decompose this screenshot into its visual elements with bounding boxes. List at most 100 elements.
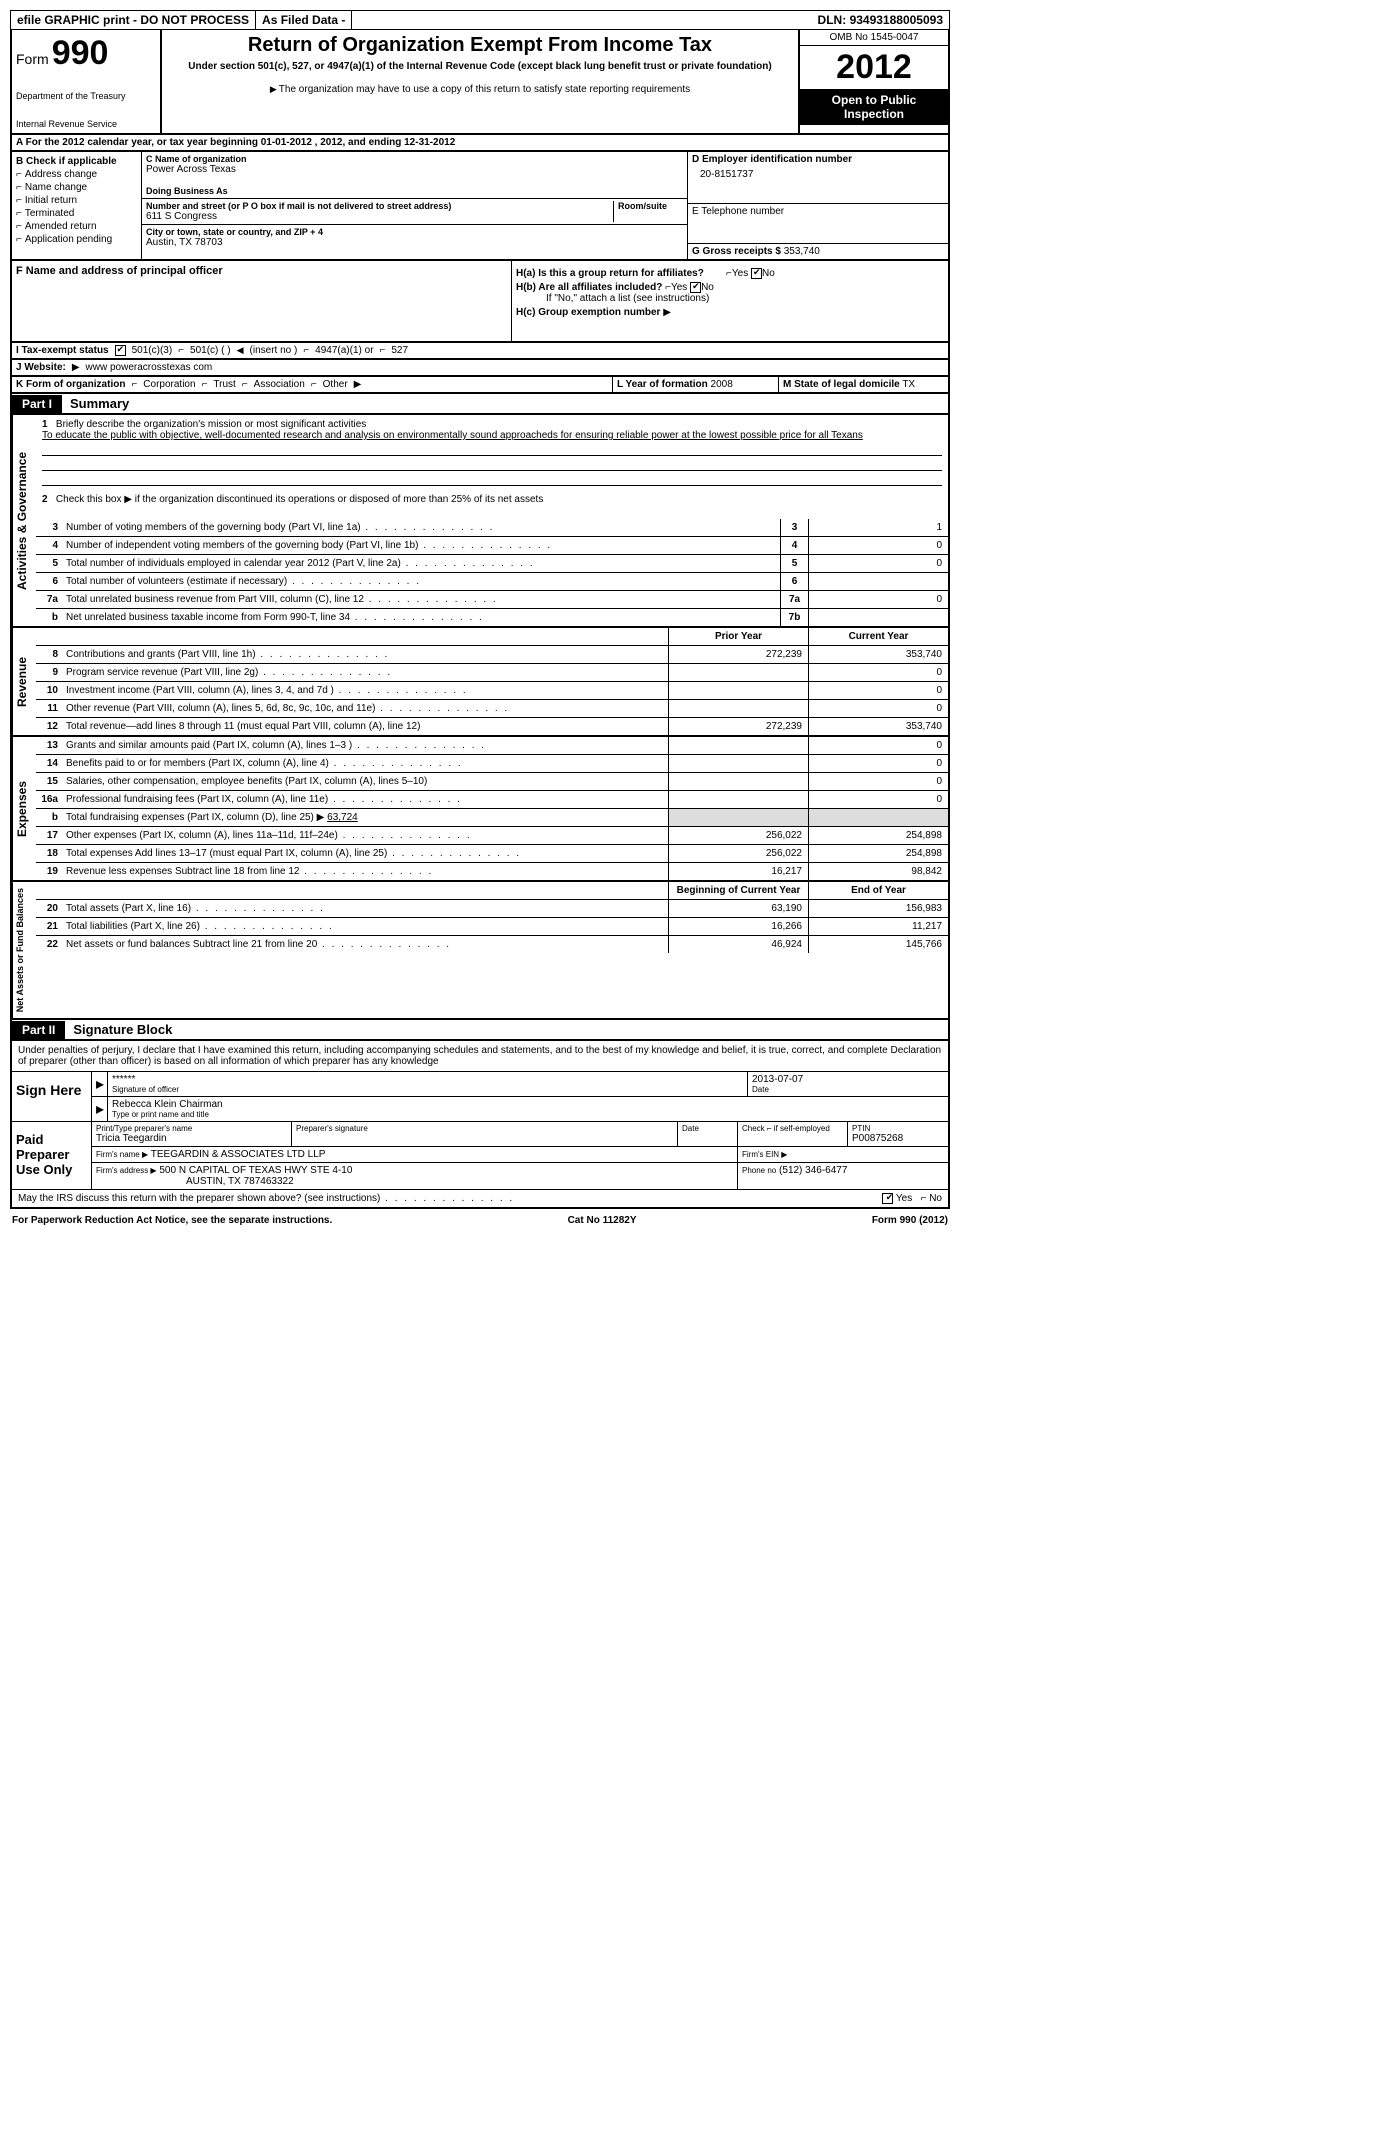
firm-addr-label: Firm's address ▶ <box>96 1166 157 1175</box>
l15-prior <box>668 773 808 790</box>
officer-signature: ****** <box>112 1074 743 1085</box>
firm-ein-label: Firm's EIN ▶ <box>742 1150 787 1159</box>
l21-begin: 16,266 <box>668 918 808 935</box>
sign-here-label: Sign Here <box>12 1072 92 1121</box>
opt-insert: (insert no ) <box>250 345 298 356</box>
line-num: 1 <box>42 419 48 430</box>
form-header: Form 990 Department of the Treasury Inte… <box>10 30 950 135</box>
officer-name: Rebecca Klein Chairman <box>112 1099 944 1110</box>
l18-text: Total expenses Add lines 13–17 (must equ… <box>62 845 668 862</box>
l14-prior <box>668 755 808 772</box>
l8-text: Contributions and grants (Part VIII, lin… <box>62 646 668 663</box>
l6-value <box>808 573 948 590</box>
l22-text: Net assets or fund balances Subtract lin… <box>62 936 668 953</box>
line-num: 6 <box>36 573 62 590</box>
l3-value: 1 <box>808 519 948 536</box>
l8-curr: 353,740 <box>808 646 948 663</box>
prep-name: Tricia Teegardin <box>96 1133 287 1144</box>
col-begin: Beginning of Current Year <box>668 882 808 899</box>
l19-text: Revenue less expenses Subtract line 18 f… <box>62 863 668 880</box>
l6-text: Total number of volunteers (estimate if … <box>62 573 780 590</box>
l14-curr: 0 <box>808 755 948 772</box>
line-num: b <box>36 609 62 626</box>
blank <box>36 882 62 899</box>
col-end: End of Year <box>808 882 948 899</box>
l12-prior: 272,239 <box>668 718 808 735</box>
sig-date-label: Date <box>752 1085 944 1094</box>
dept-irs: Internal Revenue Service <box>16 119 156 129</box>
l22-end: 145,766 <box>808 936 948 953</box>
efile-notice: efile GRAPHIC print - DO NOT PROCESS <box>11 11 256 29</box>
h-c: H(c) Group exemption number ▶ <box>516 307 944 318</box>
chk-terminated[interactable]: ⌐Terminated <box>16 208 137 219</box>
l21-text: Total liabilities (Part X, line 26) <box>62 918 668 935</box>
street: 611 S Congress <box>146 211 613 222</box>
chk-pending[interactable]: ⌐Application pending <box>16 234 137 245</box>
l10-text: Investment income (Part VIII, column (A)… <box>62 682 668 699</box>
blank <box>36 628 62 645</box>
l7b-value <box>808 609 948 626</box>
gross-label: G Gross receipts $ <box>692 246 781 257</box>
l1-label: Briefly describe the organization's miss… <box>56 419 366 430</box>
dln-value: 93493188005093 <box>850 13 943 27</box>
page-footer: For Paperwork Reduction Act Notice, see … <box>10 1209 950 1232</box>
chk-address-change[interactable]: ⌐Address change <box>16 169 137 180</box>
part-i-tag: Part I <box>12 395 62 413</box>
org-name-label: C Name of organization <box>146 154 683 164</box>
rowj-label: J Website: <box>16 362 66 373</box>
chk-501c3[interactable] <box>115 345 126 356</box>
org-name: Power Across Texas <box>146 164 683 175</box>
row-j: J Website: ▶ www poweracrosstexas com <box>10 360 950 377</box>
line-num: 2 <box>42 494 48 505</box>
l10-curr: 0 <box>808 682 948 699</box>
chk-label: Application pending <box>25 234 112 245</box>
open-line1: Open to Public <box>832 93 917 107</box>
opt-other: Other <box>323 379 348 390</box>
line-num: 8 <box>36 646 62 663</box>
sig-date: 2013-07-07 <box>752 1074 944 1085</box>
insert-arrow-icon <box>237 345 244 356</box>
row-a-tax-year: A For the 2012 calendar year, or tax yea… <box>10 135 950 152</box>
paid-preparer-table: Paid Preparer Use Only Print/Type prepar… <box>12 1121 948 1189</box>
chk-name-change[interactable]: ⌐Name change <box>16 182 137 193</box>
hb-note: If "No," attach a list (see instructions… <box>516 293 944 304</box>
l14-text: Benefits paid to or for members (Part IX… <box>62 755 668 772</box>
chk-label: Address change <box>25 169 97 180</box>
l20-end: 156,983 <box>808 900 948 917</box>
date-label: Date <box>682 1124 733 1133</box>
l11-curr: 0 <box>808 700 948 717</box>
l16b-text: Total fundraising expenses (Part IX, col… <box>62 809 668 826</box>
type-name-label: Type or print name and title <box>112 1110 944 1119</box>
line-num: 3 <box>36 519 62 536</box>
l7a-value: 0 <box>808 591 948 608</box>
col-current: Current Year <box>808 628 948 645</box>
blank <box>62 628 668 645</box>
chk-label: Amended return <box>25 221 97 232</box>
chk-amended[interactable]: ⌐Amended return <box>16 221 137 232</box>
blank <box>62 882 668 899</box>
year-formation-label: L Year of formation <box>617 379 708 390</box>
h-a: H(a) Is this a group return for affiliat… <box>516 268 944 279</box>
opt-501c: 501(c) ( ) <box>190 345 231 356</box>
discuss-yes-checkbox[interactable] <box>882 1193 893 1204</box>
chk-initial-return[interactable]: ⌐Initial return <box>16 195 137 206</box>
line-num: 18 <box>36 845 62 862</box>
ptin: P00875268 <box>852 1133 944 1144</box>
l16a-text: Professional fundraising fees (Part IX, … <box>62 791 668 808</box>
part-i-header: Part I Summary <box>10 394 950 415</box>
omb-number: OMB No 1545-0047 <box>800 30 948 46</box>
yes-label: Yes <box>896 1193 912 1204</box>
l15-curr: 0 <box>808 773 948 790</box>
l16b-prior <box>668 809 808 826</box>
hb-no-checkbox[interactable] <box>690 282 701 293</box>
vtab-governance: Activities & Governance <box>12 415 36 626</box>
l11-text: Other revenue (Part VIII, column (A), li… <box>62 700 668 717</box>
chk-label: Name change <box>25 182 87 193</box>
ha-no-checkbox[interactable] <box>751 268 762 279</box>
box-f: F Name and address of principal officer <box>12 261 512 341</box>
l13-prior <box>668 737 808 754</box>
line-num: 11 <box>36 700 62 717</box>
no-label: No <box>762 268 775 279</box>
dln-label: DLN: <box>818 13 847 27</box>
chk-label: Initial return <box>25 195 77 206</box>
